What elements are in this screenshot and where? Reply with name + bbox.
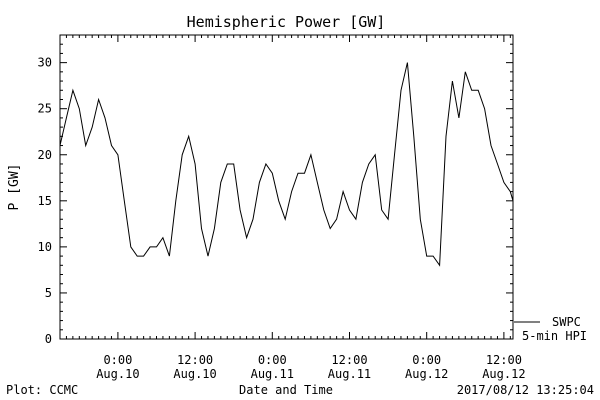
legend-entry-swpc: SWPC — [552, 315, 581, 329]
series-line-swpc — [59, 62, 514, 267]
x-tick-time-label: 0:00 — [412, 353, 441, 367]
y-tick-label: 0 — [45, 332, 52, 346]
x-tick-date-label: Aug.11 — [251, 367, 294, 381]
x-tick-date-label: Aug.12 — [405, 367, 448, 381]
x-tick-time-label: 0:00 — [103, 353, 132, 367]
x-tick-time-label: 12:00 — [331, 353, 367, 367]
y-axis-ticks: 0 5 10 15 20 25 30 — [38, 34, 513, 346]
x-axis-label: Date and Time — [239, 383, 333, 397]
y-tick-label: 25 — [38, 102, 52, 116]
x-tick-date-label: Aug.12 — [482, 367, 525, 381]
legend: SWPC 5-min HPI — [514, 315, 587, 343]
x-axis-ticks: 0:00Aug.1012:00Aug.100:00Aug.1112:00Aug.… — [59, 35, 526, 381]
y-tick-label: 20 — [38, 148, 52, 162]
y-tick-label: 5 — [45, 286, 52, 300]
y-tick-label: 30 — [38, 56, 52, 70]
x-tick-date-label: Aug.10 — [96, 367, 139, 381]
y-tick-label: 10 — [38, 240, 52, 254]
x-tick-time-label: 0:00 — [258, 353, 287, 367]
x-tick-date-label: Aug.11 — [328, 367, 371, 381]
x-tick-date-label: Aug.10 — [173, 367, 216, 381]
chart-title: Hemispheric Power [GW] — [187, 13, 386, 31]
x-tick-time-label: 12:00 — [486, 353, 522, 367]
y-axis-label: P [GW] — [7, 164, 22, 211]
plot-frame — [59, 34, 514, 340]
plot-timestamp: 2017/08/12 13:25:04 — [457, 383, 594, 397]
legend-entry-5min-hpi: 5-min HPI — [522, 329, 587, 343]
plot-credit: Plot: CCMC — [6, 383, 78, 397]
y-tick-label: 15 — [38, 194, 52, 208]
x-tick-time-label: 12:00 — [177, 353, 213, 367]
